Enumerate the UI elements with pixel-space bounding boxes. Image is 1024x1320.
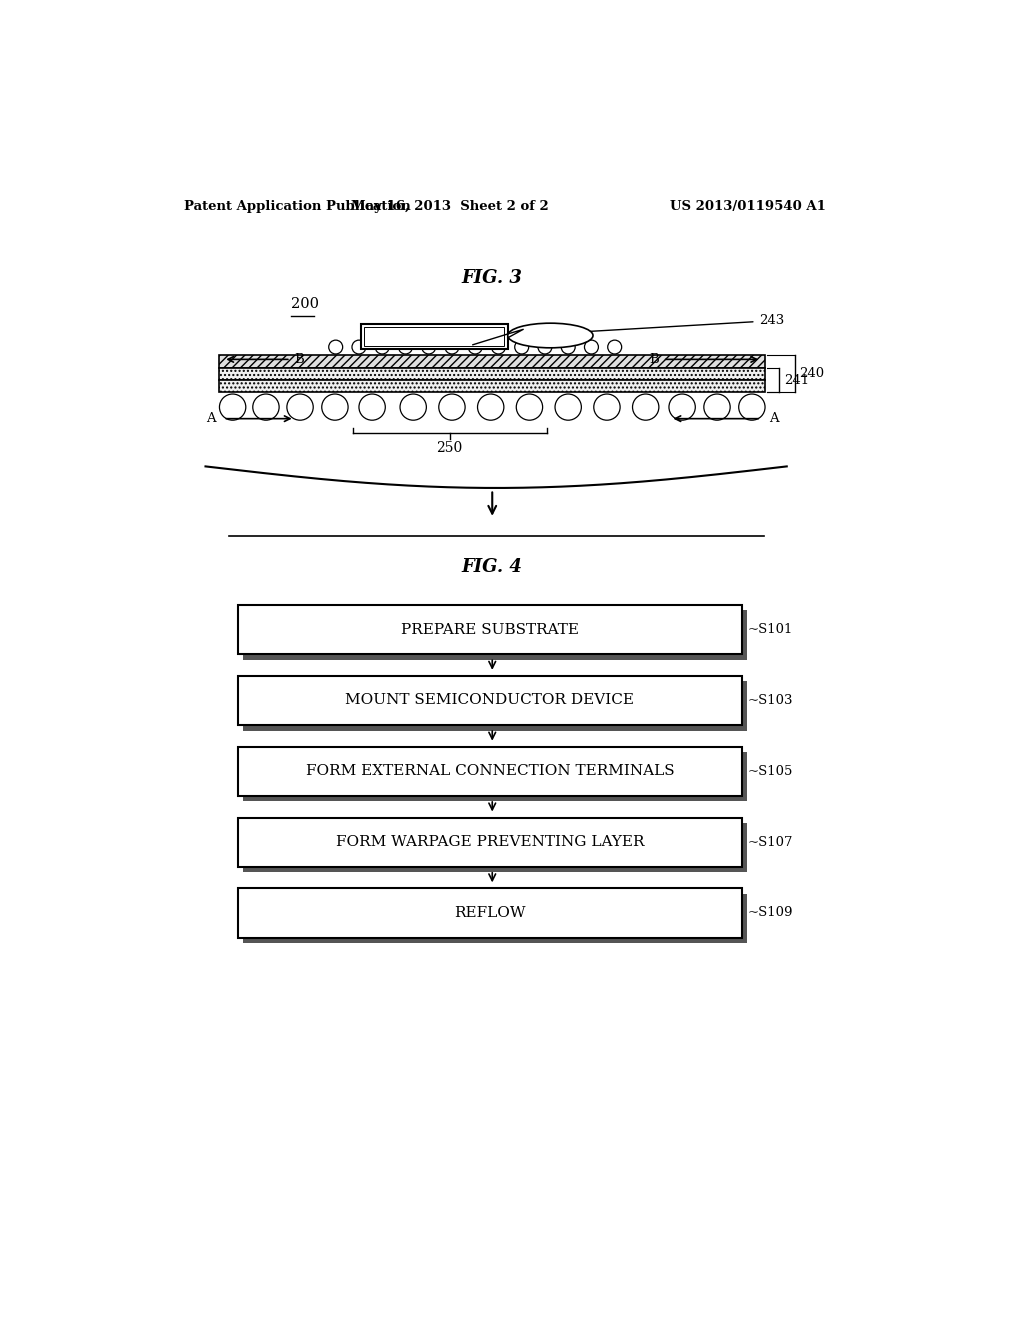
Circle shape: [703, 395, 730, 420]
Text: MOUNT SEMICONDUCTOR DEVICE: MOUNT SEMICONDUCTOR DEVICE: [345, 693, 635, 708]
Circle shape: [538, 341, 552, 354]
Text: May 16, 2013  Sheet 2 of 2: May 16, 2013 Sheet 2 of 2: [351, 199, 549, 213]
Circle shape: [594, 395, 621, 420]
Bar: [365, 327, 504, 346]
Text: US 2013/0119540 A1: US 2013/0119540 A1: [671, 199, 826, 213]
Circle shape: [352, 341, 366, 354]
Circle shape: [445, 341, 459, 354]
Text: ~S105: ~S105: [748, 764, 794, 777]
Bar: [238, 817, 741, 867]
Circle shape: [219, 395, 246, 420]
Bar: [244, 894, 748, 942]
Text: A: A: [769, 412, 778, 425]
Bar: [244, 610, 748, 660]
Text: 240: 240: [799, 367, 824, 380]
Circle shape: [669, 395, 695, 420]
Text: 250: 250: [436, 441, 463, 455]
Text: FORM EXTERNAL CONNECTION TERMINALS: FORM EXTERNAL CONNECTION TERMINALS: [305, 764, 674, 779]
Bar: [238, 605, 741, 655]
Text: B: B: [295, 352, 304, 366]
Circle shape: [492, 341, 506, 354]
Circle shape: [422, 341, 435, 354]
Bar: [244, 752, 748, 801]
Bar: [238, 747, 741, 796]
Text: Patent Application Publication: Patent Application Publication: [183, 199, 411, 213]
Ellipse shape: [508, 323, 593, 348]
Bar: [360, 323, 508, 350]
Text: 200: 200: [291, 297, 318, 312]
Circle shape: [400, 395, 426, 420]
Text: B: B: [649, 352, 658, 366]
Circle shape: [253, 395, 280, 420]
Circle shape: [287, 395, 313, 420]
Circle shape: [515, 341, 528, 354]
Circle shape: [329, 341, 343, 354]
Bar: [219, 355, 765, 368]
Bar: [244, 681, 748, 730]
Text: FORM WARPAGE PREVENTING LAYER: FORM WARPAGE PREVENTING LAYER: [336, 836, 644, 849]
Bar: [244, 822, 748, 873]
Bar: [238, 676, 741, 725]
Circle shape: [555, 395, 582, 420]
Bar: [219, 380, 765, 392]
Text: A: A: [206, 412, 216, 425]
Text: PREPARE SUBSTRATE: PREPARE SUBSTRATE: [401, 623, 579, 636]
Circle shape: [468, 341, 482, 354]
Circle shape: [322, 395, 348, 420]
Text: 243: 243: [760, 314, 784, 326]
Text: ~S101: ~S101: [748, 623, 794, 636]
Text: FIG. 3: FIG. 3: [462, 269, 522, 286]
Text: FIG. 4: FIG. 4: [462, 557, 522, 576]
Circle shape: [375, 341, 389, 354]
Circle shape: [633, 395, 658, 420]
Circle shape: [585, 341, 598, 354]
Text: ~S109: ~S109: [748, 907, 794, 920]
Circle shape: [477, 395, 504, 420]
Circle shape: [738, 395, 765, 420]
Text: REFLOW: REFLOW: [455, 906, 525, 920]
Circle shape: [607, 341, 622, 354]
Text: ~S103: ~S103: [748, 694, 794, 708]
Circle shape: [516, 395, 543, 420]
Text: ~S107: ~S107: [748, 836, 794, 849]
Circle shape: [398, 341, 413, 354]
Circle shape: [561, 341, 575, 354]
Circle shape: [438, 395, 465, 420]
Bar: [219, 368, 765, 380]
Circle shape: [359, 395, 385, 420]
Bar: [238, 888, 741, 937]
Text: 241: 241: [783, 374, 809, 387]
